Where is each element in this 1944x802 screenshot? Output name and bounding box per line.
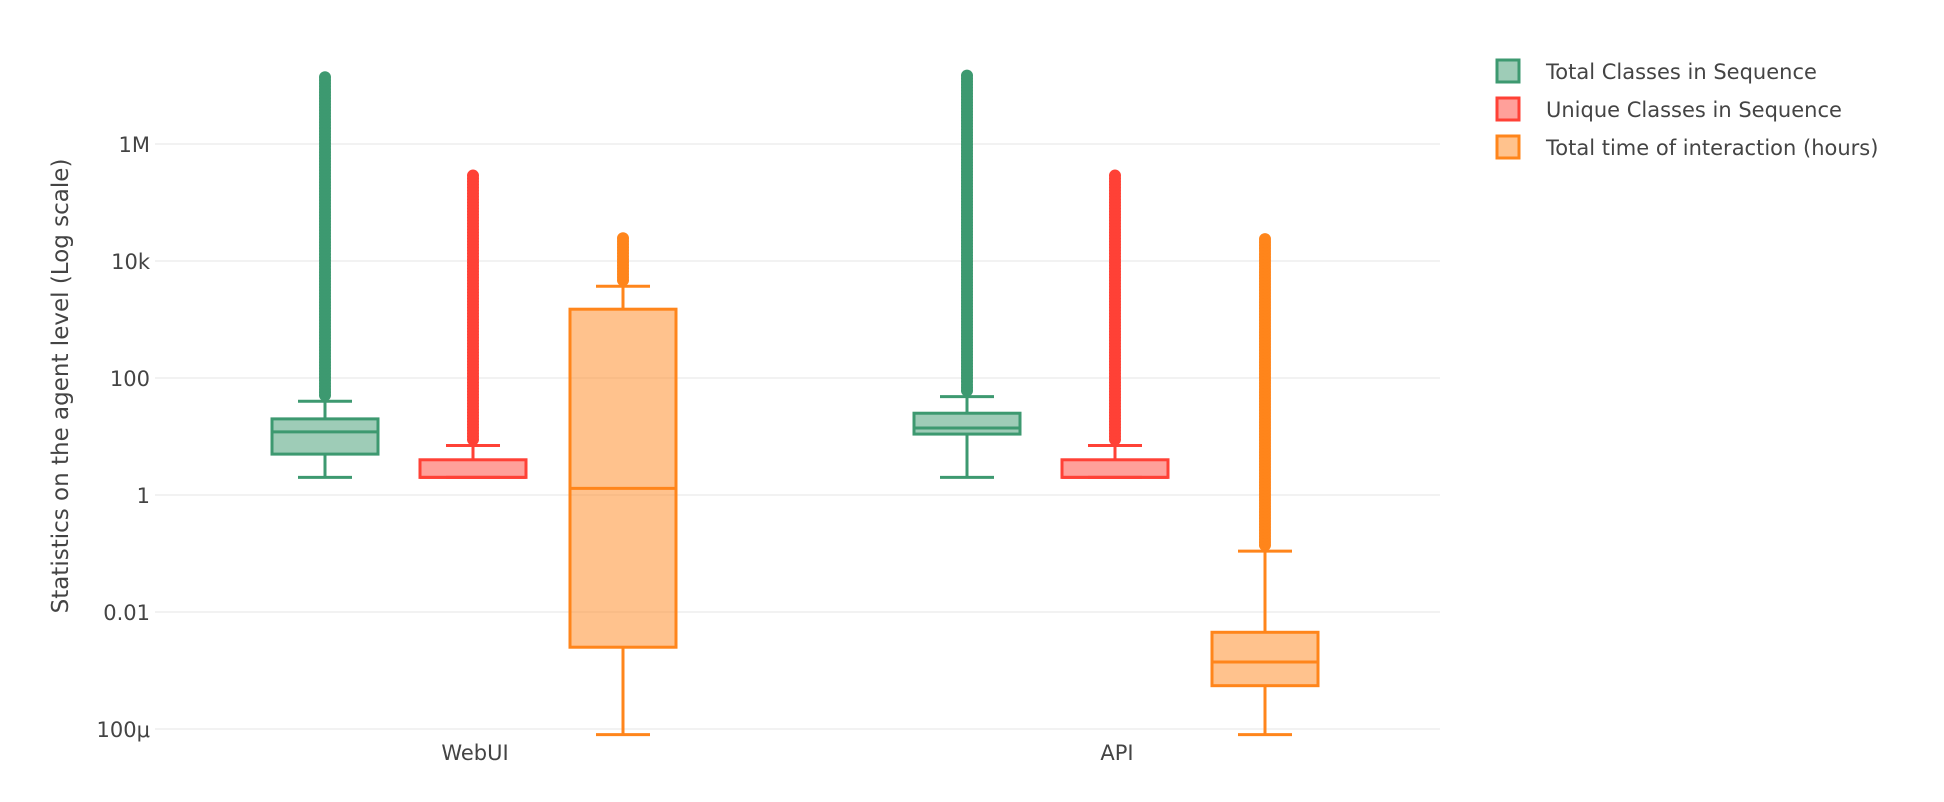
outlier-points xyxy=(961,69,973,397)
y-tick-label: 100μ xyxy=(97,718,150,742)
legend[interactable]: Total Classes in Sequence Unique Classes … xyxy=(1495,58,1878,160)
y-tick-label: 1 xyxy=(137,484,150,508)
outlier-points xyxy=(319,71,331,402)
x-tick-label: WebUI xyxy=(441,741,508,765)
outlier-point xyxy=(467,169,479,182)
outlier-points xyxy=(467,169,479,446)
legend-item[interactable]: Unique Classes in Sequence xyxy=(1495,96,1842,122)
box-api-1[interactable] xyxy=(912,69,1022,479)
y-tick-label: 1M xyxy=(119,133,150,157)
y-tick-label: 0.01 xyxy=(103,601,150,625)
iqr-box xyxy=(418,458,528,479)
plot-area xyxy=(270,69,1320,737)
outlier-points xyxy=(1259,233,1271,552)
outlier-point xyxy=(961,69,973,82)
iqr-box xyxy=(912,411,1022,436)
y-tick-label: 10k xyxy=(111,250,151,274)
y-axis-title: Statistics on the agent level (Log scale… xyxy=(48,159,74,614)
legend-label: Total Classes in Sequence xyxy=(1545,60,1817,84)
legend-label: Unique Classes in Sequence xyxy=(1546,98,1842,122)
legend-item[interactable]: Total time of interaction (hours) xyxy=(1495,134,1878,160)
outlier-point xyxy=(319,71,331,84)
box-webui-2[interactable] xyxy=(418,169,528,479)
outlier-points xyxy=(617,232,629,287)
legend-swatch xyxy=(1495,96,1521,122)
outlier-point xyxy=(617,232,629,245)
iqr-box xyxy=(270,417,380,456)
iqr-box xyxy=(568,307,678,649)
legend-swatch xyxy=(1495,58,1521,84)
x-tick-label: API xyxy=(1100,741,1133,765)
axes: Statistics on the agent level (Log scale… xyxy=(48,133,1134,765)
outlier-point xyxy=(1259,233,1271,246)
outlier-points xyxy=(1109,169,1121,446)
outlier-point xyxy=(1109,169,1121,182)
box-api-3[interactable] xyxy=(1210,233,1320,737)
legend-label: Total time of interaction (hours) xyxy=(1545,136,1878,160)
box-webui-1[interactable] xyxy=(270,71,380,479)
iqr-box xyxy=(1210,630,1320,688)
legend-item[interactable]: Total Classes in Sequence xyxy=(1495,58,1817,84)
iqr-box xyxy=(1060,458,1170,479)
legend-swatch xyxy=(1495,134,1521,160)
box-api-2[interactable] xyxy=(1060,169,1170,479)
box-webui-3[interactable] xyxy=(568,232,678,737)
gridlines xyxy=(155,143,1440,730)
y-tick-label: 100 xyxy=(110,367,150,391)
